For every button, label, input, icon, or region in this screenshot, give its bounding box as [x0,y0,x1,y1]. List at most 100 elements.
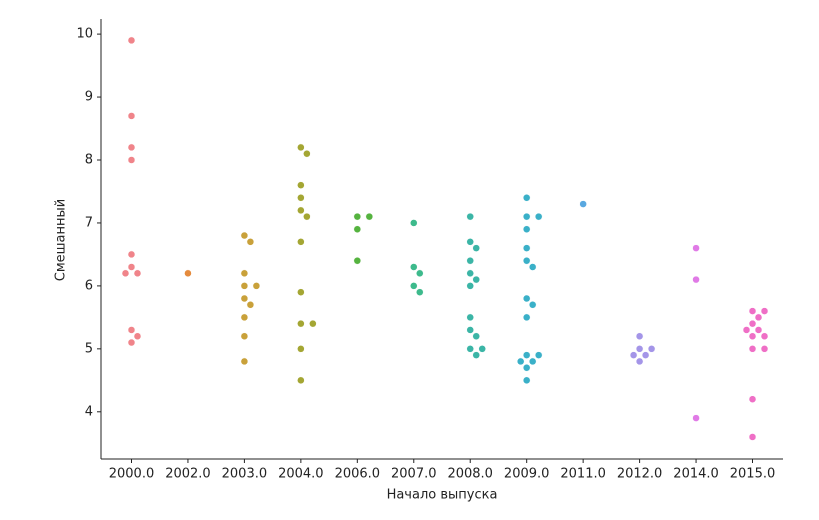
data-point [297,288,305,296]
data-point [748,332,757,341]
data-point [410,263,418,271]
data-point [416,288,424,296]
data-point [246,238,255,246]
x-tick-label: 2003.0 [222,467,268,482]
data-point [748,345,757,353]
data-point [303,149,311,158]
x-tick-label: 2008.0 [447,467,493,482]
data-point [309,319,317,328]
data-point [365,212,374,221]
data-point [252,282,261,290]
data-point [472,351,480,359]
data-point [240,269,249,278]
y-tick-label: 6 [85,278,93,293]
data-point [635,357,644,366]
data-point [641,351,650,359]
data-point [478,345,486,353]
x-tick-label: 2002.0 [165,467,211,482]
data-point [297,143,305,152]
y-tick-label: 5 [85,341,93,356]
data-point [760,307,769,315]
x-tick-label: 2011.0 [560,467,606,482]
y-tick-label: 4 [85,404,93,419]
data-point [127,263,136,271]
x-tick-label: 2015.0 [730,467,776,482]
data-point [472,244,480,252]
data-point [353,256,362,265]
y-tick-label: 9 [85,90,93,105]
data-point [534,351,543,359]
data-point [127,250,136,259]
data-point [240,282,249,290]
data-point [692,414,700,422]
data-point [297,206,305,215]
data-point [466,269,474,278]
data-point [522,212,531,221]
x-tick-label: 2007.0 [391,467,437,482]
data-point [466,238,474,246]
data-point [522,313,531,322]
y-tick-label: 7 [85,215,93,230]
data-point [466,282,474,290]
data-point [240,313,249,322]
data-point [692,244,700,252]
data-point [416,269,424,278]
data-point [303,212,311,221]
data-point [760,345,769,353]
data-point [528,301,537,309]
data-point [748,395,757,403]
data-point [184,269,192,278]
data-point [297,319,305,328]
data-point [754,326,763,334]
data-point [297,345,305,353]
data-point [127,326,136,334]
data-point [528,263,537,271]
data-point [133,269,142,278]
data-point [466,256,474,265]
data-point [472,275,480,284]
data-point [353,212,362,221]
data-point [516,357,525,366]
data-point [635,332,644,341]
x-tick-label: 2004.0 [278,467,324,482]
data-point [472,332,480,341]
data-point [127,112,136,120]
x-tick-label: 2006.0 [335,467,381,482]
data-point [127,338,136,347]
data-point [522,194,531,202]
data-point [133,332,142,341]
data-point [121,269,130,278]
data-point [692,275,700,284]
x-tick-label: 2012.0 [617,467,663,482]
data-point [522,351,531,359]
data-point [466,345,474,353]
x-tick-label: 2014.0 [673,467,719,482]
data-point [522,225,531,233]
data-point [127,156,136,164]
data-point [410,219,418,227]
data-point [748,433,757,441]
data-point [528,357,537,366]
data-point [297,194,305,202]
x-tick-label: 2009.0 [504,467,550,482]
data-point [466,212,474,221]
data-point [240,231,249,240]
data-point [466,326,474,334]
x-tick-label: 2000.0 [109,467,155,482]
data-point [522,256,531,265]
y-tick-label: 10 [76,27,93,42]
data-point [629,351,638,359]
data-point [522,294,531,303]
data-point [522,376,531,385]
data-point [748,307,757,315]
data-point [410,282,418,290]
data-point [760,332,769,341]
y-tick-label: 8 [85,153,93,168]
data-point [466,313,474,322]
data-point [635,345,644,353]
data-point [522,244,531,252]
y-axis-label: Смешанный [54,199,69,281]
data-point [742,326,751,334]
data-point [522,363,531,372]
